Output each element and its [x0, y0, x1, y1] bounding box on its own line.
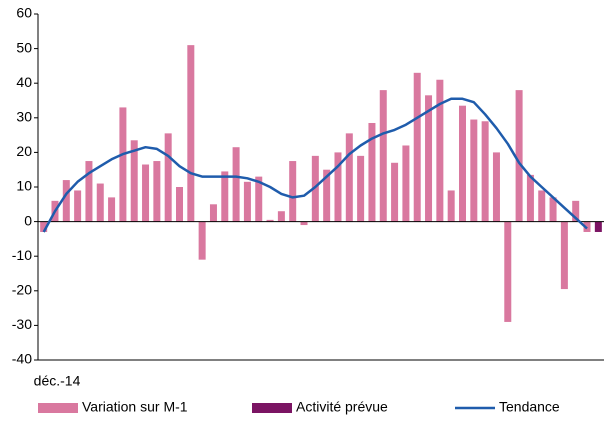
y-tick-label: -30 [12, 316, 32, 332]
bar [96, 183, 104, 222]
legend-swatch [38, 403, 78, 413]
bar [164, 133, 172, 222]
bar [425, 95, 433, 222]
bar [538, 190, 546, 222]
bar [492, 152, 500, 222]
bar [368, 122, 376, 222]
trend-line [42, 97, 588, 233]
bar [311, 155, 319, 222]
bar [504, 221, 512, 322]
bar [209, 204, 217, 222]
bar [187, 45, 195, 222]
y-tick-label: 40 [16, 74, 32, 90]
bar [62, 180, 70, 222]
bar [153, 161, 161, 222]
y-tick-label: -20 [12, 282, 32, 298]
bar [142, 164, 150, 222]
legend-label: Variation sur M-1 [82, 399, 188, 415]
bar [323, 169, 331, 222]
bar [481, 121, 489, 222]
bar [221, 171, 229, 222]
legend-label: Tendance [499, 399, 560, 415]
x-tick-label: déc.-14 [34, 373, 81, 389]
bar [40, 221, 48, 232]
bar [130, 140, 138, 222]
y-tick-label: -40 [12, 351, 32, 367]
y-tick-label: 30 [16, 109, 32, 125]
bar [459, 105, 466, 222]
bar [447, 190, 455, 222]
y-tick-label: 10 [16, 178, 32, 194]
y-tick-label: 60 [16, 5, 32, 21]
bar [379, 90, 387, 222]
bar [255, 176, 263, 222]
bar [436, 79, 444, 222]
bar [470, 119, 478, 222]
bar [243, 181, 251, 222]
bar [594, 221, 602, 232]
bar [176, 187, 183, 222]
bar [526, 174, 534, 222]
bar [572, 200, 580, 222]
bar [108, 197, 116, 222]
legend-label: Activité prévue [296, 399, 388, 415]
bar [560, 221, 568, 290]
bar [198, 221, 206, 260]
y-tick-label: -10 [12, 247, 32, 263]
bar [515, 90, 523, 222]
bar [345, 133, 353, 222]
bar [402, 145, 410, 222]
bar [232, 147, 240, 222]
bar [119, 107, 127, 222]
legend-swatch [252, 403, 292, 413]
bar [334, 152, 342, 222]
bar [289, 161, 297, 222]
y-tick-label: 20 [16, 143, 32, 159]
y-tick-label: 0 [24, 212, 32, 228]
bar [266, 219, 274, 222]
bar [391, 162, 399, 222]
bar [85, 161, 93, 222]
bar [300, 221, 308, 226]
y-tick-label: 50 [16, 39, 32, 55]
bar [413, 72, 421, 222]
bar [357, 155, 365, 222]
bar [583, 221, 591, 232]
bar [549, 197, 557, 222]
bar [277, 211, 285, 222]
bar [74, 190, 82, 222]
